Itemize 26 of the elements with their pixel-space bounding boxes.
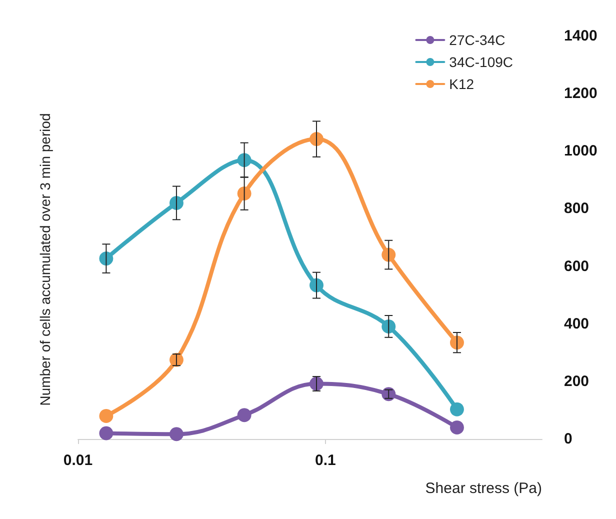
point (450, 402, 464, 416)
point (310, 278, 324, 292)
y-tick-label: 1000 (564, 142, 598, 160)
point (169, 427, 184, 442)
x-tick-label: 0.1 (315, 452, 336, 469)
x-axis-title: Shear stress (Pa) (425, 480, 542, 497)
y-axis-title: Number of cells accumulated over 3 min period (37, 113, 53, 406)
point (310, 132, 324, 146)
point (450, 420, 464, 434)
point (99, 408, 114, 423)
y-tick-label: 600 (564, 258, 590, 275)
y-tick-label: 0 (564, 430, 572, 448)
y-tick-label: 800 (564, 200, 590, 218)
y-tick-label: 200 (564, 372, 590, 390)
legend-label: 34C-109C (449, 54, 514, 70)
x-tick-label: 0.01 (63, 452, 93, 469)
legend-label: K12 (449, 76, 474, 92)
point (99, 426, 114, 440)
point (310, 376, 324, 391)
point (169, 196, 184, 210)
y-tick-label: 400 (564, 315, 590, 332)
legend-label: 27C-34C (449, 32, 506, 48)
y-tick-label: 1200 (564, 85, 598, 102)
y-tick-label: 1400 (564, 28, 598, 44)
point (99, 252, 114, 266)
point (450, 336, 464, 350)
